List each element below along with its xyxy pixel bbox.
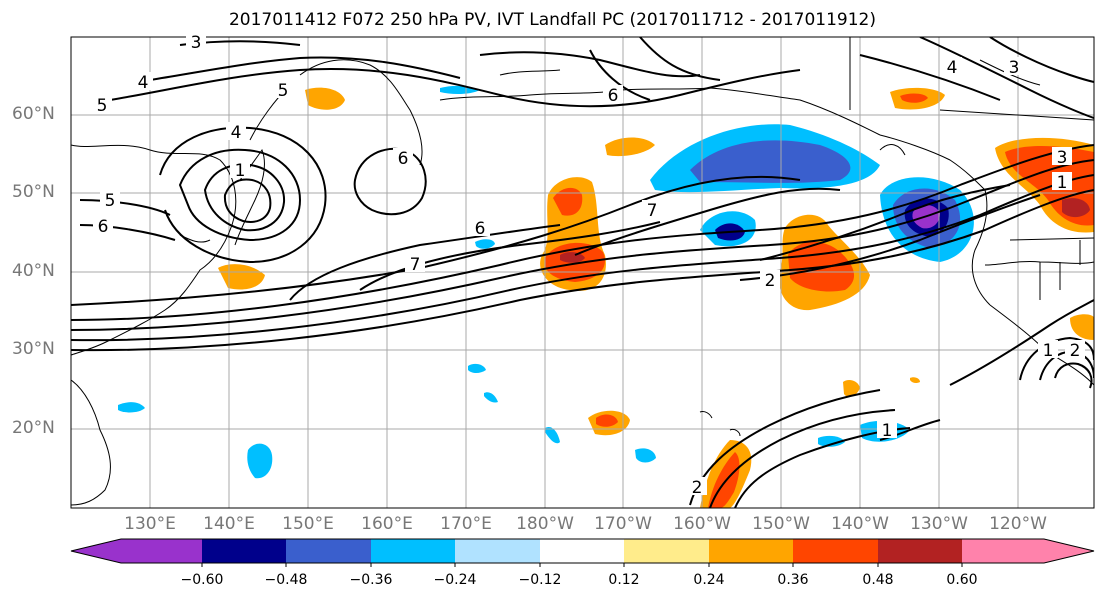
lon-label: 130°E (124, 514, 176, 534)
colorbar-tick-label: 0.12 (608, 572, 640, 588)
colorbar-tick-label: −0.24 (433, 572, 477, 588)
map-title: 2017011412 F072 250 hPa PV, IVT Landfall… (228, 10, 876, 30)
colorbar-tick-label: 0.48 (862, 572, 894, 588)
contour-label: 1 (235, 161, 246, 181)
lat-label: 60°N (12, 104, 55, 124)
colorbar (70, 538, 1095, 567)
lon-label: 140°W (831, 514, 889, 534)
map-border (70, 36, 1095, 509)
colorbar-segment (455, 539, 540, 563)
lon-label: 130°W (910, 514, 968, 534)
contour-label: 1 (1043, 341, 1054, 361)
contour-label: 2 (692, 478, 703, 498)
contour-label: 3 (1057, 148, 1068, 168)
colorbar-tick-label: −0.12 (518, 572, 562, 588)
lon-label: 170°W (594, 514, 652, 534)
contour-label: 6 (398, 149, 409, 169)
colorbar-tick-label: 0.60 (946, 572, 978, 588)
lat-label: 20°N (12, 418, 55, 438)
contour-label: 7 (410, 255, 421, 275)
colorbar-tick-label: 0.24 (693, 572, 725, 588)
contour-label: 6 (608, 86, 619, 106)
lon-label: 120°W (989, 514, 1047, 534)
lat-label: 40°N (12, 261, 55, 281)
lon-label: 180°W (516, 514, 574, 534)
colorbar-segment (793, 539, 878, 563)
colorbar-segment (121, 539, 202, 563)
lon-label: 150°E (282, 514, 334, 534)
contour-label: 6 (98, 217, 109, 237)
lat-label: 30°N (12, 339, 55, 359)
lon-label: 160°W (673, 514, 731, 534)
pv-contours (71, 37, 1094, 508)
colorbar-extend-min (71, 539, 121, 563)
contour-label: 4 (947, 58, 958, 78)
colorbar-tick-label: −0.36 (349, 572, 393, 588)
colorbar-segment (624, 539, 709, 563)
contour-label: 5 (278, 81, 289, 101)
lat-label: 50°N (12, 182, 55, 202)
colorbar-segment (286, 539, 371, 563)
colorbar-tick-label: −0.48 (264, 572, 308, 588)
contour-label: 1 (1057, 173, 1068, 193)
lon-label: 160°E (361, 514, 413, 534)
lon-label: 170°E (440, 514, 492, 534)
colorbar-tick-label: −0.60 (180, 572, 224, 588)
graticule (71, 37, 1094, 508)
contour-label: 7 (647, 201, 658, 221)
colorbar-segment (371, 539, 455, 563)
colorbar-segment (540, 539, 624, 563)
colorbar-extend-max (1044, 539, 1094, 563)
lon-label: 150°W (752, 514, 810, 534)
contour-label: 6 (475, 219, 486, 239)
contour-label: 4 (231, 123, 242, 143)
contour-label: 2 (1070, 341, 1081, 361)
contour-label: 3 (1009, 58, 1020, 78)
lon-label: 140°E (203, 514, 255, 534)
contour-label: 5 (105, 191, 116, 211)
colorbar-segment (878, 539, 962, 563)
colorbar-segment (709, 539, 793, 563)
contour-label-group: 3 4 5 5 6 4 1 6 6 7 7 2 4 3 3 1 1 2 1 (92, 32, 1085, 498)
contour-label: 1 (882, 421, 893, 441)
colorbar-segment (962, 539, 1044, 563)
contour-label: 5 (97, 96, 108, 116)
colorbar-segment (202, 539, 286, 563)
colorbar-tick-label: 0.36 (777, 572, 809, 588)
contour-label: 3 (191, 33, 202, 53)
contour-label: 4 (138, 73, 149, 93)
contour-label: 2 (765, 271, 776, 291)
colorbar-outline (70, 538, 1095, 564)
